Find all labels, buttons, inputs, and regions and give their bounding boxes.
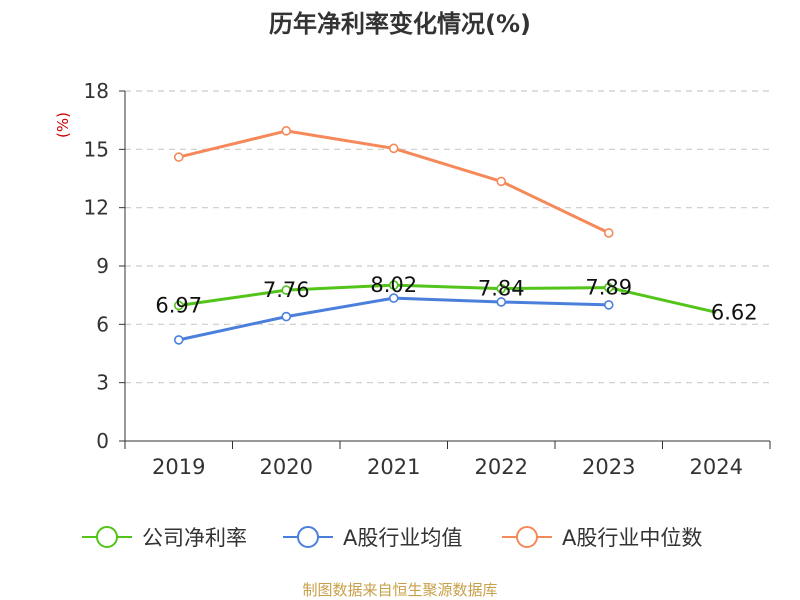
- legend-label: 公司净利率: [142, 526, 247, 550]
- x-tick-label: 2022: [475, 455, 528, 479]
- grid-lines: [125, 90, 770, 384]
- y-tick-label: 3: [96, 371, 109, 395]
- data-label: 7.84: [478, 277, 525, 301]
- legend-item: 公司净利率: [82, 526, 247, 550]
- x-tick-label: 2023: [582, 455, 635, 479]
- data-label: 8.02: [370, 273, 417, 297]
- x-tick-label: 2020: [260, 455, 313, 479]
- series-line-company: [178, 283, 717, 314]
- data-point-industry_avg: [281, 311, 292, 322]
- data-point-industry_median: [388, 143, 399, 154]
- legend-swatch-marker: [96, 526, 118, 548]
- data-point-industry_avg: [603, 300, 614, 310]
- x-tick-label: 2021: [367, 455, 420, 479]
- legend-swatch-marker: [297, 526, 319, 548]
- data-labels: 6.97 7.76 8.02 7.84 7.89 6.62: [155, 273, 757, 324]
- data-point-industry_avg: [496, 297, 507, 307]
- legend-item: A股行业均值: [283, 526, 462, 550]
- chart-title: 历年净利率变化情况(%): [269, 10, 531, 38]
- data-point-industry_median: [603, 228, 614, 238]
- data-label: 6.62: [711, 300, 758, 324]
- y-tick-label: 15: [84, 137, 109, 161]
- series-line-industry_avg: [178, 296, 609, 342]
- y-tick-label: 18: [84, 79, 109, 103]
- legend: 公司净利率 A股行业均值 A股行业中位数: [82, 526, 702, 550]
- data-label: 6.97: [155, 293, 202, 317]
- data-point-industry_median: [173, 152, 184, 162]
- y-tick-label: 9: [96, 254, 109, 278]
- legend-label: A股行业均值: [343, 526, 462, 550]
- y-tick-label: 0: [96, 429, 109, 453]
- data-point-industry_avg: [173, 335, 184, 345]
- data-point-company: [388, 280, 399, 290]
- legend-item: A股行业中位数: [502, 526, 702, 550]
- series-lines: [173, 126, 717, 345]
- source-note: 制图数据来自恒生聚源数据库: [302, 581, 497, 599]
- data-point-company: [496, 283, 507, 294]
- data-point-industry_median: [281, 126, 292, 136]
- x-tick-label: 2024: [690, 455, 743, 479]
- data-label: 7.76: [263, 278, 310, 302]
- legend-label: A股行业中位数: [562, 526, 702, 550]
- y-tick-label: 6: [96, 312, 109, 336]
- data-label: 7.89: [585, 276, 632, 300]
- legend-swatch-marker: [516, 526, 538, 548]
- x-tick-label: 2019: [152, 455, 205, 479]
- data-point-industry_median: [496, 176, 507, 187]
- y-tick-label: 12: [84, 196, 109, 220]
- y-axis-unit-label: (%): [54, 112, 72, 138]
- data-point-industry_avg: [388, 293, 399, 303]
- data-point-company: [603, 282, 614, 293]
- data-point-company: [173, 300, 184, 311]
- data-point-company: [281, 285, 292, 295]
- axes: 0 3 6 9 12 15 18 2019 2020 2021 2022 2023 2024: [84, 79, 771, 479]
